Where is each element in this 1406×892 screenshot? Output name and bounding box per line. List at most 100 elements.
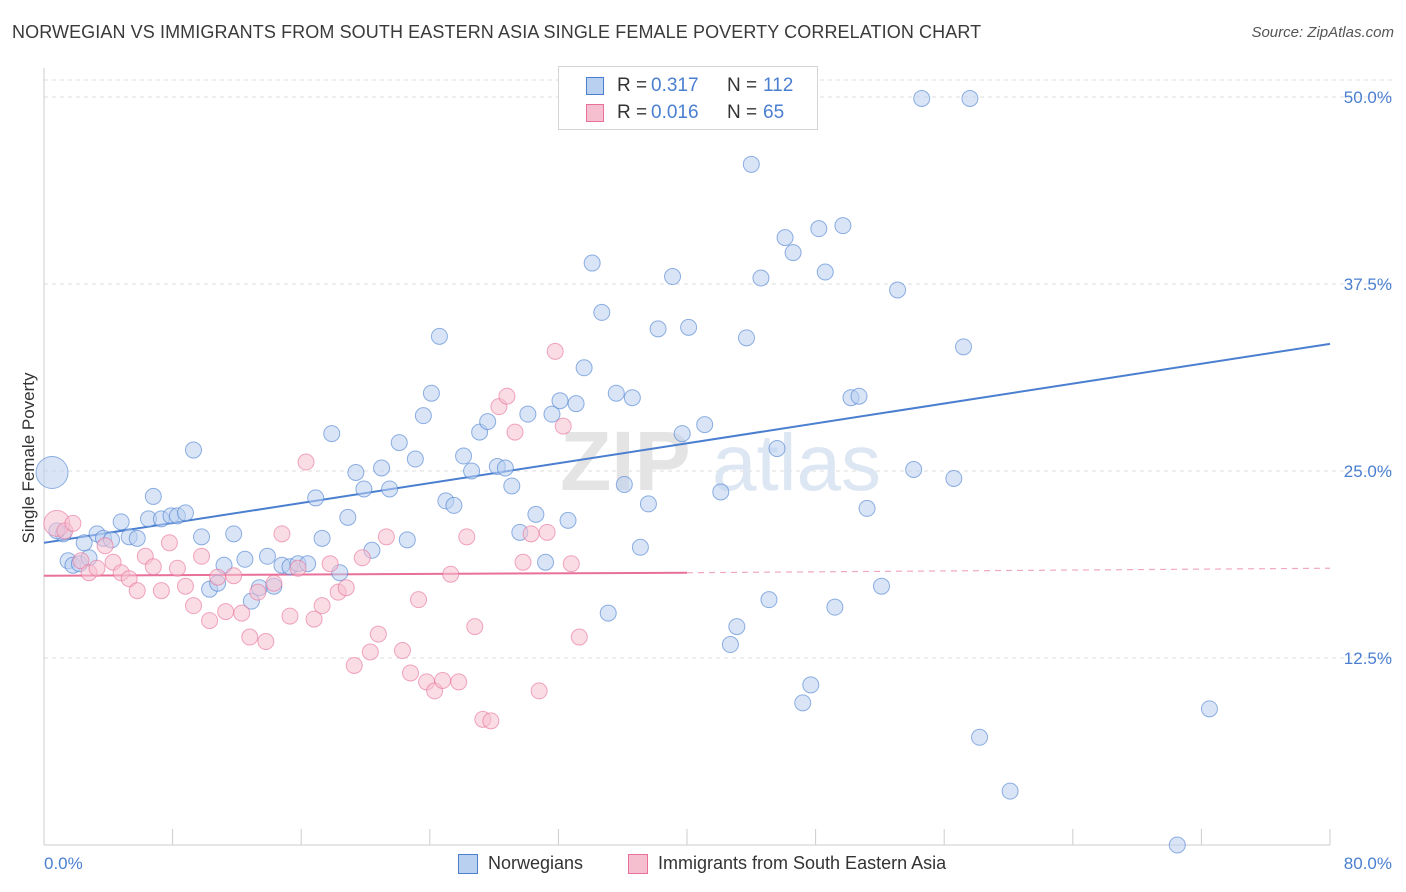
grid-lines — [44, 79, 1392, 659]
immigrants-points — [43, 342, 588, 730]
immigrant-point — [482, 712, 500, 730]
norwegian-point — [768, 440, 786, 458]
immigrant-point — [241, 628, 259, 646]
norwegian-point — [728, 618, 746, 636]
immigrant-point — [144, 558, 162, 576]
norwegians-points — [35, 89, 1218, 854]
watermark-atlas: atlas — [712, 418, 881, 507]
immigrant-point — [402, 664, 420, 682]
norwegian-point — [35, 455, 69, 489]
norwegian-point — [593, 303, 611, 321]
immigrant-point — [233, 604, 251, 622]
norwegian-point — [128, 529, 146, 547]
legend-r-label: R = — [617, 102, 648, 123]
norwegian-point — [144, 487, 162, 505]
y-axis-label: Single Female Poverty — [19, 372, 38, 544]
legend-swatch-pink — [586, 104, 604, 122]
norwegian-point — [519, 405, 537, 423]
immigrant-point — [265, 574, 283, 592]
norwegian-point — [599, 604, 617, 622]
x-tick-label-min: 0.0% — [44, 854, 83, 873]
norwegian-point — [225, 525, 243, 543]
legend-n-value: 112 — [763, 75, 794, 96]
norwegian-point — [373, 459, 391, 477]
bottom-legend-norwegians: Norwegians — [458, 853, 583, 877]
norwegian-point — [850, 387, 868, 405]
norwegian-point — [75, 534, 93, 552]
norwegian-point — [537, 553, 555, 571]
norwegian-point — [559, 511, 577, 529]
norwegian-point — [802, 676, 820, 694]
norwegian-point — [889, 281, 907, 299]
norwegian-point — [945, 469, 963, 487]
norwegian-point — [184, 441, 202, 459]
norwegian-point — [834, 217, 852, 235]
immigrant-point — [458, 528, 476, 546]
immigrant-point — [120, 570, 138, 588]
immigrant-point — [168, 559, 186, 577]
x-tick-label-max: 80.0% — [1344, 854, 1392, 873]
norwegian-point — [1200, 700, 1218, 718]
immigrant-point — [209, 568, 227, 586]
norwegian-point — [760, 591, 778, 609]
norwegian-point — [455, 447, 473, 465]
norwegian-point — [355, 480, 373, 498]
immigrant-point — [176, 577, 194, 595]
immigrant-point — [337, 579, 355, 597]
norwegian-point — [258, 547, 276, 565]
norwegian-point — [575, 359, 593, 377]
norwegian-point — [527, 505, 545, 523]
immigrant-point — [289, 559, 307, 577]
norwegian-point — [794, 694, 812, 712]
immigrant-point — [498, 387, 516, 405]
legend-r-value: 0.016 — [651, 102, 699, 123]
legend-n-label: N = — [727, 75, 758, 96]
norwegian-point — [623, 389, 641, 407]
norwegian-point — [737, 329, 755, 347]
norwegian-point — [784, 244, 802, 262]
immigrant-point — [160, 534, 178, 552]
immigrant-point — [217, 603, 235, 621]
norwegian-point — [307, 489, 325, 507]
norwegian-point — [347, 463, 365, 481]
norwegian-point — [339, 508, 357, 526]
immigrant-point — [249, 583, 267, 601]
immigrant-point — [442, 565, 460, 583]
immigrant-point — [410, 591, 428, 609]
bottom-legend-swatch-pink — [628, 854, 648, 875]
immigrant-point — [393, 642, 411, 660]
y-tick-label: 12.5% — [1344, 649, 1392, 668]
immigrant-point — [562, 555, 580, 573]
norwegian-point — [664, 268, 682, 286]
norwegian-point — [712, 483, 730, 501]
immigrant-point — [225, 567, 243, 585]
norwegian-point — [583, 254, 601, 272]
immigrant-point — [506, 423, 524, 441]
norwegian-point — [1001, 782, 1019, 800]
data-points — [35, 89, 1218, 854]
norwegian-point — [631, 538, 649, 556]
y-tick-label: 25.0% — [1344, 462, 1392, 481]
immigrant-point — [184, 597, 202, 615]
norwegian-point — [961, 89, 979, 107]
norwegian-point — [430, 327, 448, 345]
norwegian-point — [422, 384, 440, 402]
norwegian-point — [398, 531, 416, 549]
norwegian-point — [479, 413, 497, 431]
norwegian-point — [406, 450, 424, 468]
immigrant-point — [313, 597, 331, 615]
norwegian-point — [567, 395, 585, 413]
legend-n-label: N = — [727, 102, 758, 123]
bottom-legend-immigrants: Immigrants from South Eastern Asia — [628, 853, 946, 877]
watermark-zip: ZIP — [560, 414, 691, 508]
norwegian-point — [971, 728, 989, 746]
immigrant-point — [193, 547, 211, 565]
immigrant-point — [96, 537, 114, 555]
immigrant-point — [514, 553, 532, 571]
immigrant-point — [522, 525, 540, 543]
norwegian-point — [810, 220, 828, 238]
norwegian-point — [607, 384, 625, 402]
norwegian-point — [176, 504, 194, 522]
norwegian-point — [639, 495, 657, 513]
